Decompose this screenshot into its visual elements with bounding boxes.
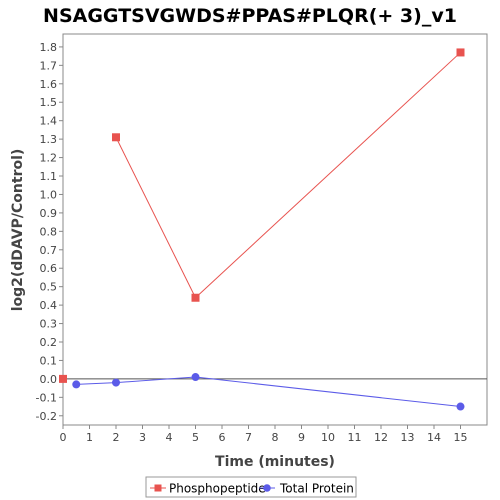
y-tick-label: 0.6 [40, 262, 58, 275]
x-axis-label: Time (minutes) [215, 454, 335, 470]
phosphopeptide-point [112, 133, 120, 142]
y-tick-label: -0.1 [36, 391, 57, 404]
series-phosphopeptide [59, 48, 465, 383]
x-tick-label: 13 [401, 431, 415, 444]
y-tick-label: 0.2 [40, 336, 58, 349]
y-tick-label: 1.6 [40, 78, 58, 91]
total-protein-point [72, 380, 81, 389]
legend-box [145, 476, 357, 498]
x-tick-label: 2 [113, 431, 120, 444]
x-tick-label: 14 [427, 431, 441, 444]
y-axis-label: log2(dDAVP/Control) [10, 149, 26, 312]
phosphopeptide-point [191, 293, 200, 302]
y-tick-label: 1.2 [40, 152, 58, 165]
series-total-protein [72, 373, 465, 411]
phosphopeptide-segment [115, 137, 196, 298]
y-tick-label: 0.8 [40, 225, 58, 238]
plot-area [62, 33, 488, 426]
y-tick-label: 0.0 [40, 373, 58, 386]
x-tick-label: 9 [298, 431, 305, 444]
x-tick-label: 15 [454, 431, 468, 444]
total-protein-point [456, 402, 465, 411]
x-tick-label: 8 [272, 431, 279, 444]
legend-phosphopeptide-marker [154, 484, 162, 492]
x-tick-label: 10 [321, 431, 335, 444]
x-tick-label: 0 [60, 431, 67, 444]
x-tick-label: 4 [166, 431, 173, 444]
y-tick-label: -0.2 [36, 410, 57, 423]
x-tick-label: 1 [86, 431, 93, 444]
y-tick-label: 1.7 [40, 59, 58, 72]
chart-title: NSAGGTSVGWDS#PPAS#PLQR(+ 3)_v1 [43, 5, 457, 27]
total-protein-point [112, 378, 120, 387]
y-tick-label: 0.7 [40, 244, 58, 257]
legend-phosphopeptide-label: Phosphopeptide [169, 482, 266, 496]
total-protein-point [191, 373, 200, 382]
y-tick-label: 1.1 [40, 170, 58, 183]
legend: Phosphopeptide Total Protein [145, 476, 357, 498]
y-tick-label: 1.5 [40, 96, 58, 109]
y-tick-label: 0.9 [40, 207, 58, 220]
x-axis: 0 1 2 3 4 5 6 7 8 9 10 11 12 13 14 15 [60, 425, 468, 444]
phosphopeptide-segment [195, 52, 461, 299]
y-tick-label: 1.3 [40, 133, 58, 146]
y-tick-label: 1.8 [40, 41, 58, 54]
y-tick-label: 0.3 [40, 318, 58, 331]
y-tick-label: 1.4 [40, 115, 58, 128]
x-tick-label: 6 [219, 431, 226, 444]
phosphopeptide-point [59, 374, 67, 383]
series-layer [59, 48, 465, 411]
total-protein-segment [76, 382, 117, 385]
legend-total-protein-marker [263, 484, 271, 492]
phosphopeptide-point [456, 48, 465, 57]
total-protein-segment [195, 376, 461, 408]
y-tick-label: 0.4 [40, 299, 58, 312]
x-tick-label: 5 [192, 431, 199, 444]
legend-total-protein-label: Total Protein [279, 482, 354, 496]
x-tick-label: 7 [245, 431, 252, 444]
y-tick-label: 1.0 [40, 188, 58, 201]
total-protein-segment [115, 376, 196, 384]
x-tick-label: 3 [139, 431, 146, 444]
y-tick-label: 0.5 [40, 281, 58, 294]
y-tick-label: 0.1 [40, 354, 58, 367]
x-tick-label: 11 [348, 431, 362, 444]
x-tick-label: 12 [374, 431, 388, 444]
y-axis: -0.2 -0.1 0.0 0.1 0.2 0.3 0.4 0.5 0.6 0.7 0.8 0.9 1.… [36, 41, 63, 423]
